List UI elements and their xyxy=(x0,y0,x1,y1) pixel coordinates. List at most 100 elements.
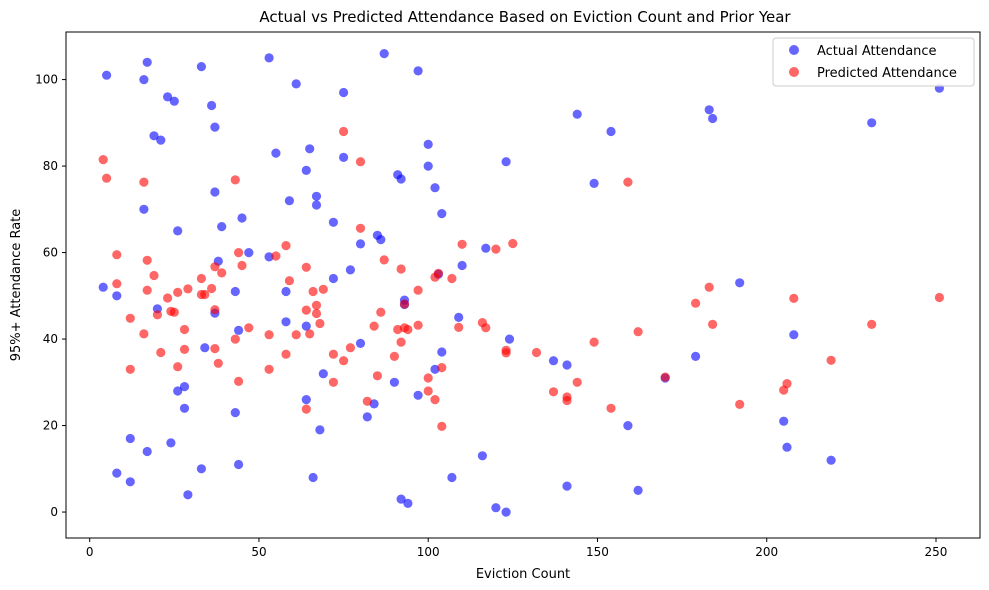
predicted-point-19 xyxy=(179,344,190,354)
predicted-point-8 xyxy=(142,255,152,265)
actual-point-41 xyxy=(284,196,294,206)
predicted-point-47 xyxy=(308,286,318,297)
y-tick-label-80: 80 xyxy=(43,159,58,173)
predicted-point-100 xyxy=(704,282,714,292)
actual-point-66 xyxy=(396,174,406,184)
predicted-point-79 xyxy=(437,421,447,431)
actual-point-3 xyxy=(112,468,122,478)
predicted-point-27 xyxy=(210,344,220,354)
predicted-point-50 xyxy=(315,318,325,329)
x-axis-ticks: 0 50 100 150 200 250 xyxy=(86,538,947,559)
predicted-point-71 xyxy=(413,285,423,295)
predicted-point-89 xyxy=(531,347,542,358)
actual-point-78 xyxy=(437,209,447,219)
actual-point-32 xyxy=(234,325,244,335)
predicted-point-56 xyxy=(345,343,355,353)
actual-point-42 xyxy=(291,79,301,89)
actual-point-13 xyxy=(163,92,173,102)
predicted-point-10 xyxy=(149,270,159,281)
predicted-point-106 xyxy=(826,355,836,365)
actual-point-84 xyxy=(481,243,491,253)
predicted-point-66 xyxy=(396,264,406,274)
predicted-point-28 xyxy=(213,358,223,368)
actual-point-23 xyxy=(200,343,210,353)
predicted-point-31 xyxy=(230,334,240,344)
actual-point-82 xyxy=(457,260,467,271)
predicted-point-97 xyxy=(633,327,643,337)
chart-title: Actual vs Predicted Attendance Based on … xyxy=(259,8,791,26)
predicted-point-34 xyxy=(237,260,247,271)
actual-point-101 xyxy=(735,278,745,288)
predicted-point-58 xyxy=(355,223,366,233)
actual-point-5 xyxy=(125,477,135,487)
actual-point-16 xyxy=(173,226,183,236)
legend-marker-predicted xyxy=(789,67,799,77)
x-axis-label: Eviction Count xyxy=(476,567,570,582)
actual-point-48 xyxy=(311,191,322,201)
actual-point-12 xyxy=(156,135,166,145)
actual-point-98 xyxy=(691,351,701,361)
actual-point-2 xyxy=(112,291,122,301)
actual-point-4 xyxy=(125,433,135,444)
predicted-point-104 xyxy=(782,379,792,389)
actual-point-18 xyxy=(179,382,190,392)
predicted-point-57 xyxy=(355,157,366,167)
actual-point-50 xyxy=(315,425,325,435)
actual-point-81 xyxy=(454,312,464,322)
predicted-point-72 xyxy=(413,320,423,330)
actual-point-106 xyxy=(867,118,877,128)
predicted-point-84 xyxy=(481,323,491,333)
predicted-point-13 xyxy=(163,293,173,303)
predicted-point-93 xyxy=(572,377,582,387)
predicted-point-44 xyxy=(301,305,311,315)
actual-point-102 xyxy=(779,416,789,426)
actual-point-92 xyxy=(572,109,582,119)
predicted-point-94 xyxy=(589,337,599,347)
legend-label-actual: Actual Attendance xyxy=(817,44,937,59)
actual-point-95 xyxy=(623,421,633,431)
actual-point-70 xyxy=(403,498,413,508)
actual-point-45 xyxy=(301,395,311,405)
actual-point-43 xyxy=(301,165,311,175)
actual-point-14 xyxy=(166,438,176,448)
actual-point-71 xyxy=(413,66,423,76)
y-tick-label-0: 0 xyxy=(50,505,58,519)
actual-point-40 xyxy=(281,317,291,327)
predicted-point-87 xyxy=(501,345,511,355)
predicted-point-12 xyxy=(156,347,166,358)
predicted-point-70 xyxy=(403,324,413,335)
predicted-point-52 xyxy=(328,349,338,359)
predicted-point-42 xyxy=(291,330,301,340)
predicted-point-80 xyxy=(447,273,457,284)
actual-point-99 xyxy=(704,105,714,115)
predicted-point-45 xyxy=(301,404,311,414)
predicted-point-46 xyxy=(305,329,315,339)
actual-point-35 xyxy=(244,248,254,258)
actual-point-47 xyxy=(308,472,318,483)
predicted-point-23 xyxy=(200,289,210,300)
actual-point-63 xyxy=(379,49,389,59)
predicted-point-67 xyxy=(396,337,406,347)
x-tick-label-0: 0 xyxy=(86,545,94,559)
actual-point-54 xyxy=(339,87,349,98)
predicted-point-48 xyxy=(311,300,322,310)
predicted-point-38 xyxy=(271,251,281,261)
predicted-point-17 xyxy=(173,362,183,372)
predicted-point-35 xyxy=(244,323,254,333)
actual-point-57 xyxy=(355,239,366,249)
actual-point-67 xyxy=(396,494,406,504)
actual-point-38 xyxy=(271,148,281,158)
predicted-point-85 xyxy=(491,244,501,254)
predicted-point-92 xyxy=(562,395,572,406)
actual-point-105 xyxy=(826,455,836,465)
actual-point-24 xyxy=(207,100,217,111)
actual-point-64 xyxy=(389,377,399,387)
predicted-point-3 xyxy=(112,279,122,289)
actual-point-74 xyxy=(423,161,433,171)
predicted-point-102 xyxy=(735,399,745,409)
actual-point-20 xyxy=(183,490,193,500)
actual-point-37 xyxy=(264,252,274,262)
actual-point-90 xyxy=(562,360,572,370)
actual-point-100 xyxy=(708,113,718,124)
predicted-point-40 xyxy=(281,349,291,359)
